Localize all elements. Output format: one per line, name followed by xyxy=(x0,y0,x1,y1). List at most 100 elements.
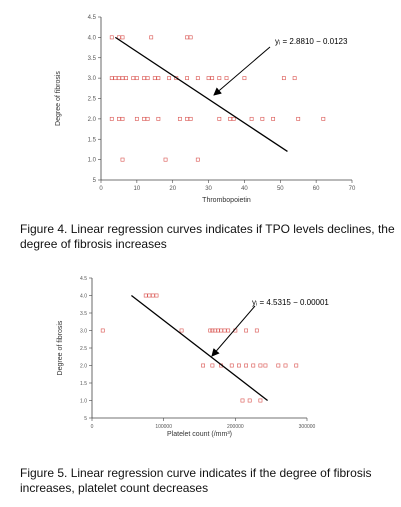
data-point xyxy=(292,76,297,81)
y-tick-label: 2.5 xyxy=(88,97,97,103)
data-point xyxy=(195,76,200,81)
data-point xyxy=(231,116,236,121)
data-point xyxy=(237,363,241,368)
data-point xyxy=(179,328,184,333)
data-point xyxy=(321,116,326,121)
x-tick-label: 70 xyxy=(349,186,356,192)
data-point xyxy=(145,116,150,121)
regression-line xyxy=(114,36,288,153)
data-point xyxy=(131,76,136,81)
data-point xyxy=(224,76,229,81)
data-point xyxy=(240,398,245,403)
data-point xyxy=(188,35,193,40)
data-point xyxy=(217,76,222,81)
data-point xyxy=(294,363,299,368)
y-tick-label: 4.5 xyxy=(88,15,97,21)
y-tick-label: 2.0 xyxy=(88,117,97,123)
data-point xyxy=(283,363,288,368)
data-point xyxy=(188,116,193,121)
x-tick-label: 60 xyxy=(313,186,320,192)
data-point xyxy=(244,328,248,333)
data-point xyxy=(149,35,154,40)
data-point xyxy=(281,76,286,81)
y-tick-label: 4.0 xyxy=(88,35,97,41)
y-tick-label: 1.0 xyxy=(80,399,87,405)
figure-4-chart: 5 1.0 1.5 2.0 2.5 3.0 3.5 4.0 4.5 0 10 20 30 40 50 60 70… xyxy=(0,0,401,215)
data-point xyxy=(120,116,125,121)
figure-5-caption: Figure 5. Linear regression curve indica… xyxy=(20,466,372,495)
data-point xyxy=(271,116,276,121)
data-point xyxy=(113,76,118,81)
data-point xyxy=(147,293,152,298)
figure-4-caption: Figure 4. Linear regression curves indic… xyxy=(20,222,395,251)
equation-arrow xyxy=(211,305,256,357)
data-point xyxy=(258,398,263,403)
data-point xyxy=(222,328,227,333)
data-point xyxy=(213,328,218,333)
data-point xyxy=(163,157,168,162)
regression-equation: yᵢ = 2.8810 − 0.0123 xyxy=(275,37,348,46)
data-point xyxy=(242,76,247,81)
data-point xyxy=(228,116,232,121)
data-point xyxy=(109,116,114,121)
data-point xyxy=(276,363,281,368)
y-tick-label: 1.5 xyxy=(80,381,87,387)
y-tick-label: 3.0 xyxy=(88,76,97,82)
data-point xyxy=(226,328,231,333)
data-point xyxy=(244,363,248,368)
regression-equation: yᵢ = 4.5315 − 0.00001 xyxy=(252,298,329,307)
data-point xyxy=(217,116,222,121)
data-point xyxy=(249,116,254,121)
y-tick-label: 2.5 xyxy=(80,346,87,352)
x-tick-label: 0 xyxy=(91,424,94,430)
x-tick-label: 200000 xyxy=(227,424,244,430)
data-point xyxy=(201,363,205,368)
y-tick-label: 1.5 xyxy=(88,137,97,143)
y-axis-label: Degree of fibrosis xyxy=(57,320,64,375)
data-point xyxy=(156,116,161,121)
x-axis-label: Thrombopoietin xyxy=(202,197,251,204)
data-point xyxy=(151,293,155,298)
y-tick-label: 3.5 xyxy=(88,56,97,62)
data-point xyxy=(216,328,221,333)
data-point xyxy=(117,76,121,81)
y-tick-label: 3.0 xyxy=(80,329,87,335)
data-point xyxy=(210,328,215,333)
regression-line xyxy=(131,294,268,402)
data-point xyxy=(120,157,125,162)
data-point xyxy=(247,398,252,403)
data-point xyxy=(109,35,114,40)
data-point xyxy=(251,363,256,368)
y-tick-label: 5 xyxy=(84,416,87,422)
y-tick-label: 4.5 xyxy=(80,276,87,282)
data-point xyxy=(296,116,301,121)
figure-5-svg: 5 1.0 1.5 2.0 2.5 3.0 3.5 4.0 4.5 0 100000 200000 30… xyxy=(57,276,329,438)
data-point xyxy=(154,293,159,298)
equation-arrow xyxy=(213,46,271,96)
figure-4-svg: 5 1.0 1.5 2.0 2.5 3.0 3.5 4.0 4.5 0 10 20 30 40 50 60 70… xyxy=(55,15,356,204)
y-tick-label: 5 xyxy=(93,178,97,184)
data-point xyxy=(219,328,223,333)
data-point xyxy=(117,116,121,121)
data-point xyxy=(210,76,215,81)
y-tick-label: 1.0 xyxy=(88,158,97,164)
x-tick-label: 40 xyxy=(241,186,248,192)
data-point xyxy=(208,328,213,333)
data-point xyxy=(206,76,211,81)
data-point xyxy=(185,116,189,121)
data-point xyxy=(152,76,157,81)
data-point xyxy=(185,76,189,81)
data-point xyxy=(134,76,139,81)
data-point xyxy=(254,328,259,333)
data-point xyxy=(109,76,114,81)
data-point xyxy=(258,363,263,368)
data-point xyxy=(263,363,268,368)
y-tick-label: 2.0 xyxy=(80,364,87,370)
y-tick-label: 4.0 xyxy=(80,294,87,300)
data-point xyxy=(120,76,125,81)
data-point xyxy=(167,76,172,81)
x-tick-label: 0 xyxy=(99,186,103,192)
x-tick-label: 10 xyxy=(134,186,141,192)
data-point xyxy=(143,293,148,298)
x-tick-label: 100000 xyxy=(155,424,172,430)
